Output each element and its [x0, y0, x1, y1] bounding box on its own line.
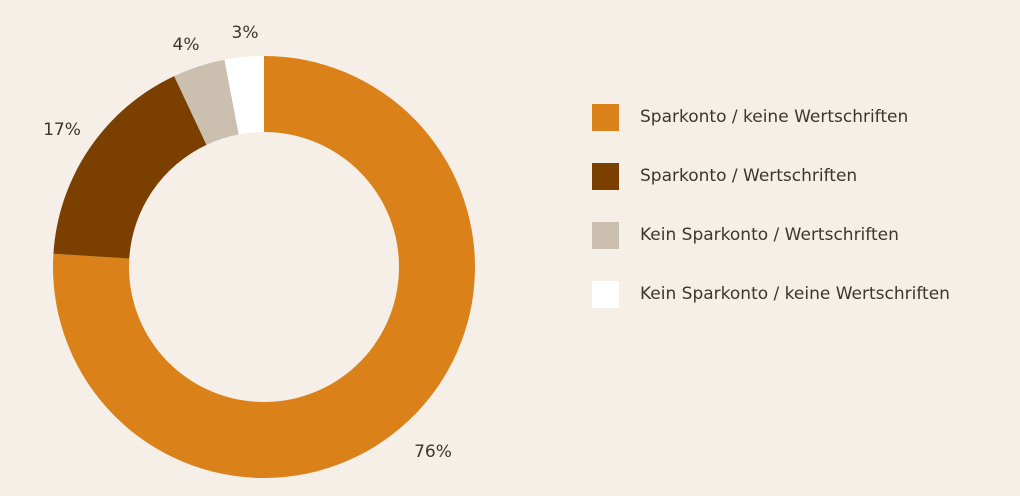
- donut-slice-3: [174, 59, 239, 145]
- donut-slices: [52, 56, 476, 478]
- legend-item: Sparkonto / Wertschriften: [592, 162, 950, 190]
- slice-value-label-1: 76%: [414, 442, 452, 462]
- legend-swatch: [592, 162, 619, 190]
- slice-value-label-2: 17%: [43, 120, 81, 140]
- legend-label: Sparkonto / Wertschriften: [640, 166, 858, 186]
- legend-swatch: [592, 221, 619, 249]
- legend-item: Sparkonto / keine Wertschriften: [592, 103, 950, 131]
- donut-slice-1: [52, 56, 476, 478]
- donut-slice-4: [224, 56, 264, 135]
- chart-legend: Sparkonto / keine Wertschriften Sparkonto…: [592, 103, 950, 339]
- slice-value-label-4: 3%: [232, 23, 259, 43]
- slice-labels: 76% 17% 4% 3%: [43, 23, 452, 462]
- donut-slice-2: [53, 76, 207, 259]
- slice-value-label-3: 4%: [173, 35, 200, 55]
- legend-item: Kein Sparkonto / Wertschriften: [592, 221, 950, 249]
- legend-label: Kein Sparkonto / Wertschriften: [640, 225, 899, 245]
- donut-chart: 76% 17% 4% 3%: [43, 23, 476, 478]
- legend-item: Kein Sparkonto / keine Wertschriften: [592, 280, 950, 308]
- legend-label: Sparkonto / keine Wertschriften: [640, 107, 909, 127]
- legend-label: Kein Sparkonto / keine Wertschriften: [640, 284, 950, 304]
- legend-swatch: [592, 280, 619, 308]
- legend-swatch: [592, 103, 619, 131]
